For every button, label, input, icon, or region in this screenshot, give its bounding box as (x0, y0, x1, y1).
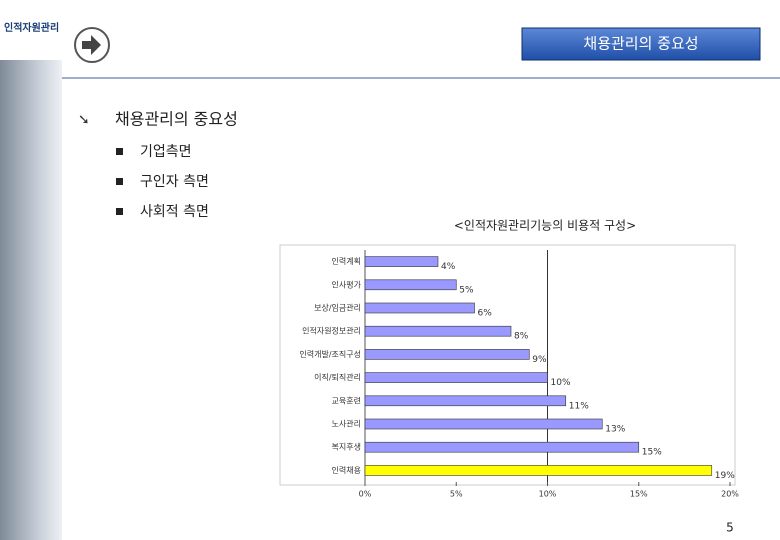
y-tick-label: 노사관리 (332, 419, 361, 429)
chart-frame (279, 244, 736, 486)
x-tick-label: 5% (450, 490, 463, 499)
arrow-icon-shape (82, 35, 101, 55)
bullet-text: 구인자 측면 (140, 174, 209, 190)
value-label: 10% (551, 378, 571, 388)
chart: 0% 5% 10% 15% 20% 인력계획 4% 인사평가 5% 보상/임금관리 6% 인적자원정보… (299, 250, 739, 499)
bullet-text: 사회적 측면 (140, 204, 209, 220)
value-label: 19% (715, 471, 735, 481)
chart-title: <인적자원관리기능의 비용적 구성> (454, 219, 636, 233)
bullet-square (116, 148, 123, 155)
bullet-icon: ➘ (78, 112, 90, 128)
section-title: 채용관리의 중요성 (115, 110, 238, 129)
value-label: 5% (459, 285, 474, 295)
x-tick-label: 15% (630, 490, 648, 499)
bar (364, 349, 530, 360)
bar (364, 279, 457, 291)
bar (364, 395, 567, 407)
y-tick-label: 인력채용 (332, 465, 361, 475)
bar (364, 325, 512, 337)
bullet-square (116, 208, 123, 215)
bar (364, 465, 713, 476)
y-tick-label: 이직/퇴직관리 (314, 372, 361, 382)
value-label: 13% (605, 425, 625, 435)
side-image (0, 0, 62, 540)
bar (364, 372, 548, 383)
value-label: 9% (532, 355, 547, 365)
header-box (521, 27, 761, 61)
y-tick-label: 보상/임금관리 (314, 303, 361, 313)
value-label: 8% (514, 332, 529, 342)
logo: 인적자원관리 (4, 21, 59, 34)
x-tick-label: 10% (539, 490, 557, 499)
value-label: 11% (569, 401, 589, 411)
bullet-text: 기업측면 (140, 144, 192, 160)
page-number: 5 (726, 521, 734, 535)
x-tick-label: 20% (721, 490, 739, 499)
y-tick-label: 교육훈련 (332, 395, 361, 405)
value-label: 4% (441, 262, 456, 272)
y-tick-label: 인력계획 (332, 256, 361, 266)
header-title: 채용관리의 중요성 (583, 35, 698, 53)
logo-area (0, 0, 62, 60)
y-tick-label: 인력개발/조직구성 (299, 349, 361, 359)
y-tick-label: 인적자원정보관리 (302, 326, 361, 336)
y-tick-label: 복지후생 (332, 442, 361, 452)
bar (364, 302, 475, 314)
bar (364, 418, 603, 430)
x-tick-label: 0% (359, 490, 372, 499)
value-label: 15% (642, 448, 662, 458)
bar (364, 441, 640, 453)
bar (364, 256, 439, 267)
bullet-square (116, 178, 123, 185)
y-tick-label: 인사평가 (332, 279, 362, 289)
value-label: 6% (478, 309, 493, 319)
